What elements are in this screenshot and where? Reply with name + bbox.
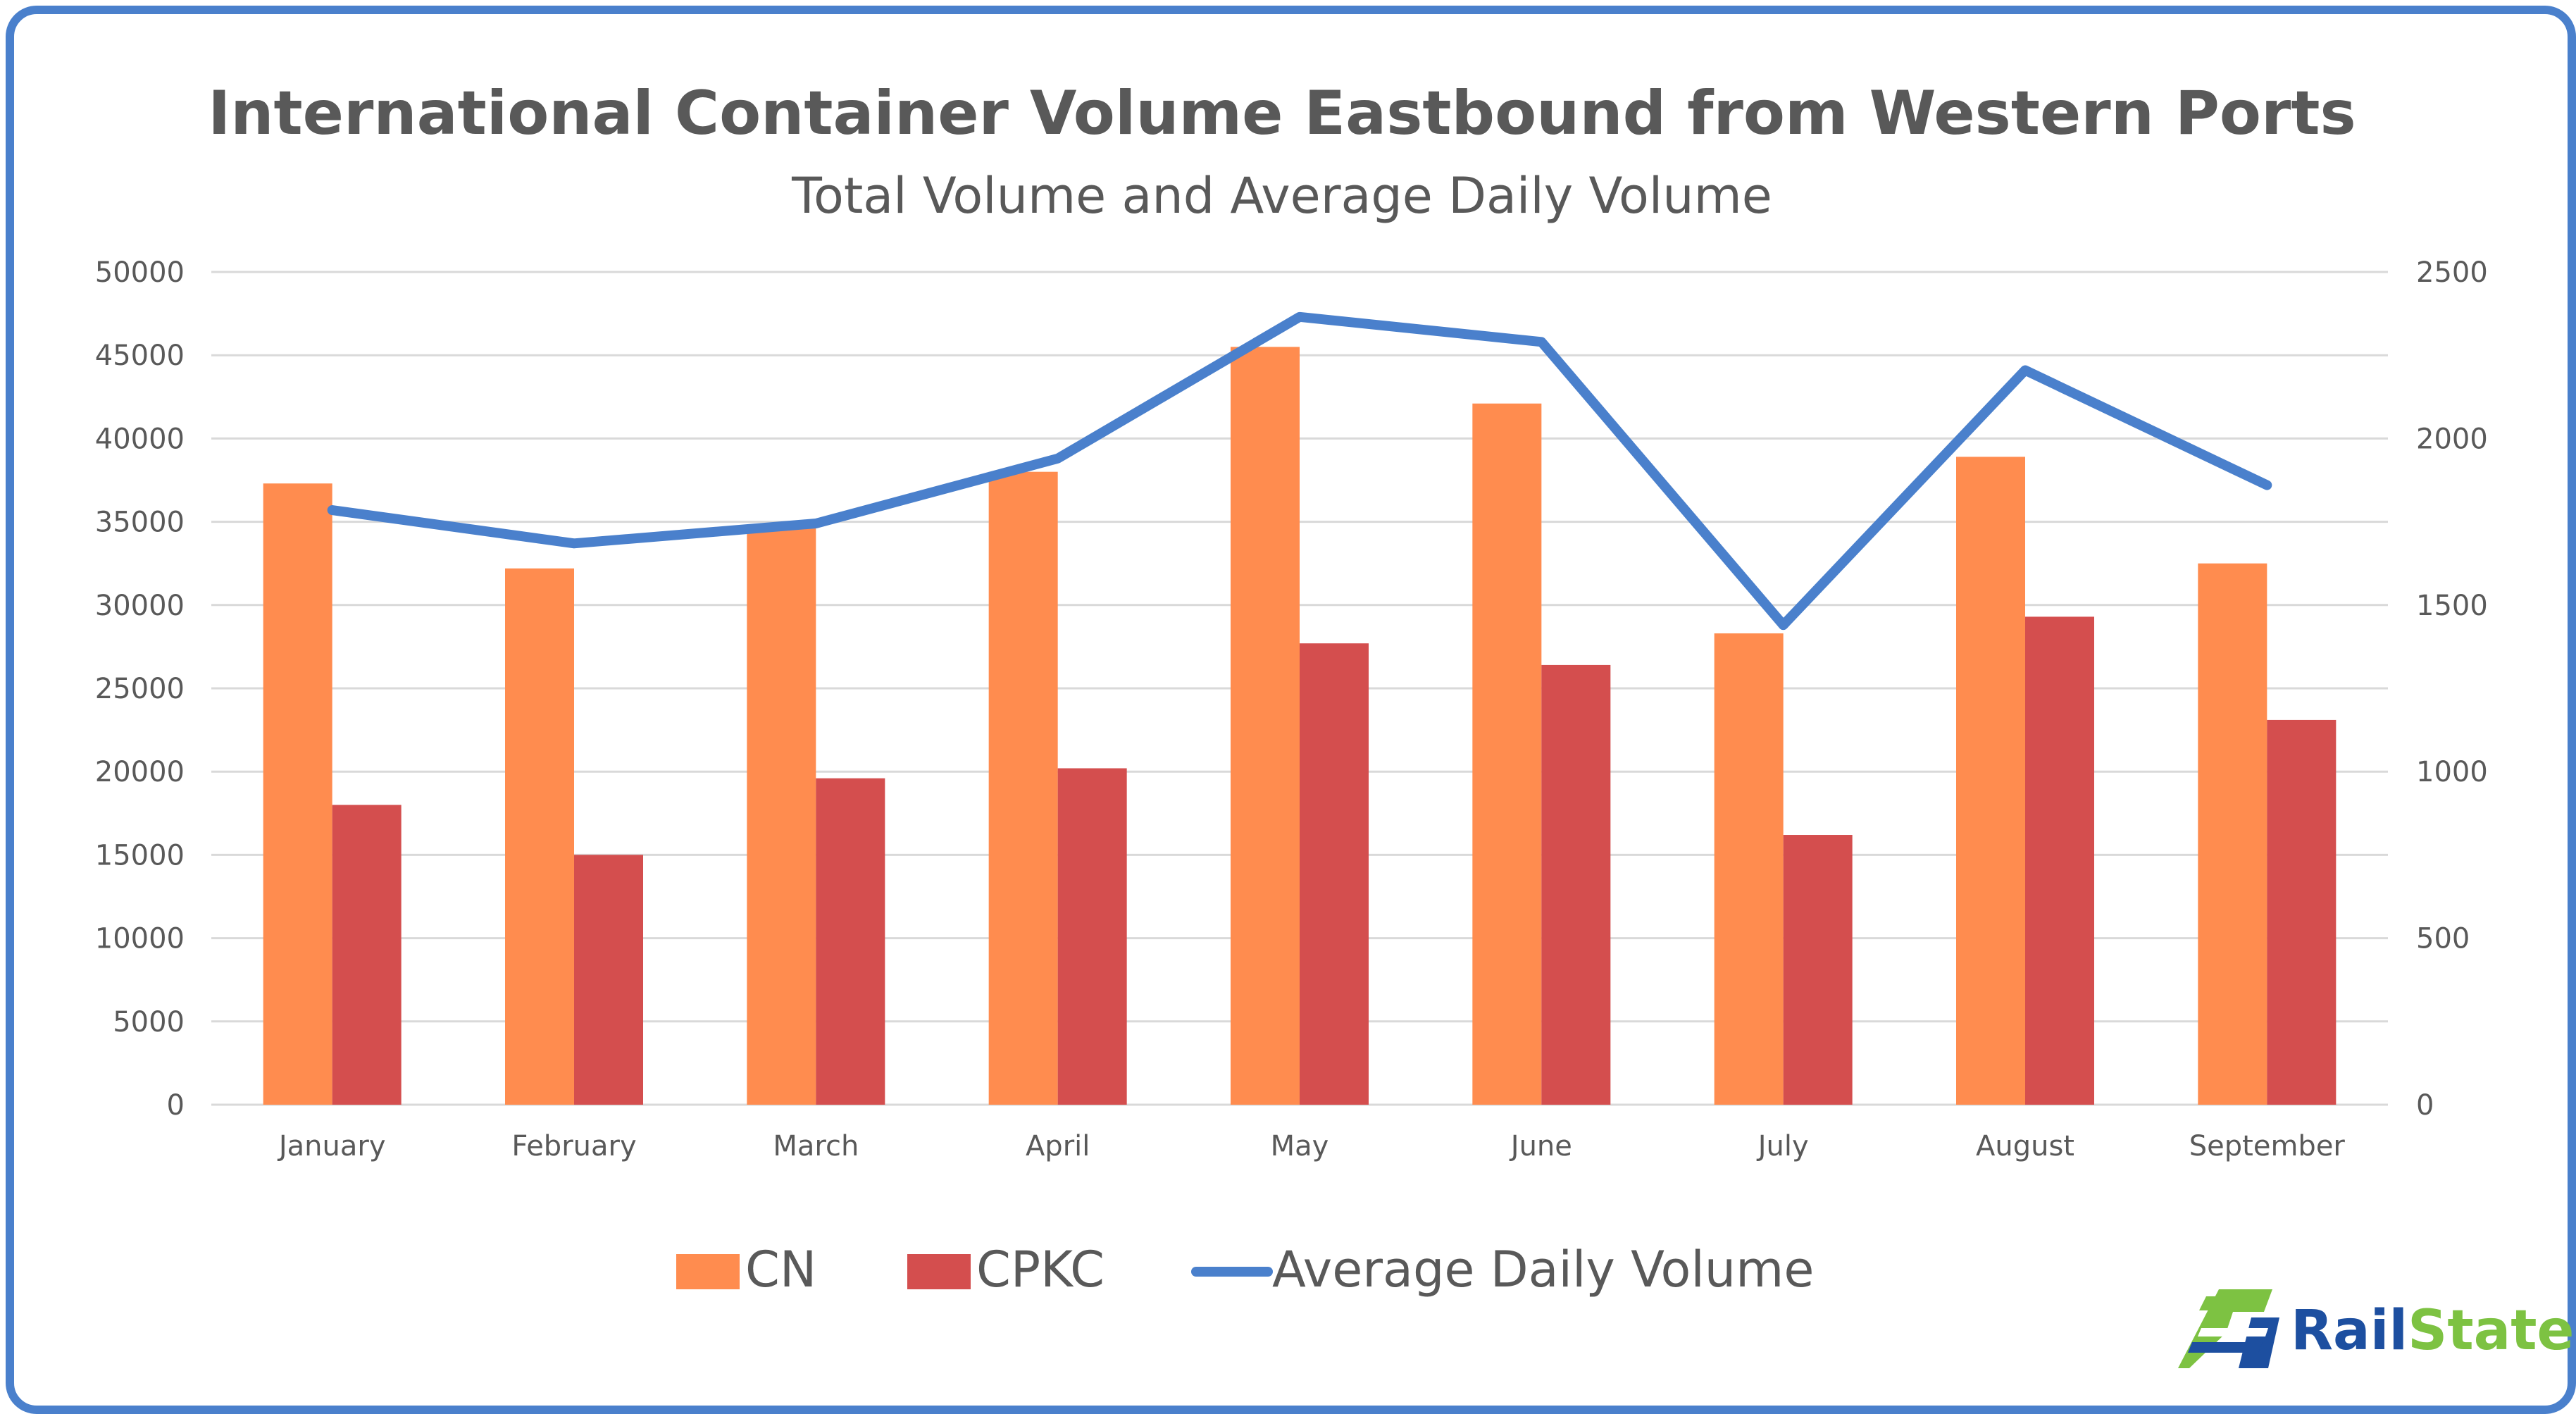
bar-cpkc-may [1300,643,1369,1105]
bar-cpkc-july [1783,835,1853,1105]
bar-cn-april [988,471,1058,1105]
y-left-tick-label: 10000 [95,923,185,955]
y-left-tick-label: 40000 [95,423,185,455]
legend-swatch-cn [676,1254,740,1289]
y-right-tick-label: 1000 [2416,756,2488,788]
bar-cn-september [2198,563,2267,1105]
x-tick-label: February [511,1130,636,1162]
y-left-tick-label: 35000 [95,507,185,539]
x-axis-labels: January February March April May June July Augu… [277,1130,2346,1162]
y-right-tick-label: 500 [2416,923,2470,955]
railstate-logo: RailState [2178,1289,2574,1368]
y-left-tick-label: 5000 [113,1006,185,1038]
bar-cn-february [505,568,574,1105]
bar-cn-may [1231,347,1300,1105]
y-left-tick-label: 0 [167,1089,185,1122]
bar-cpkc-january [332,805,402,1105]
y-right-tick-label: 0 [2416,1089,2434,1122]
x-tick-label: April [1026,1130,1090,1162]
bars [263,347,2337,1105]
railstate-logo-wordmark: RailState [2291,1299,2574,1363]
line-average-daily-volume [327,311,2272,631]
x-tick-label: June [1509,1130,1572,1162]
y-left-tick-label: 25000 [95,673,185,705]
chart-title: International Container Volume Eastbound… [208,78,2356,149]
left-axis-ticks: 0 5000 10000 15000 20000 25000 30000 35000 40000… [95,256,185,1122]
legend-label-average-daily-volume: Average Daily Volume [1272,1241,1814,1298]
y-left-tick-label: 15000 [95,839,185,872]
legend: CN CPKC Average Daily Volume [676,1241,1814,1298]
bar-cpkc-august [2025,616,2094,1105]
bar-cpkc-june [1541,664,1611,1105]
y-right-tick-label: 2500 [2416,256,2488,289]
bar-cpkc-february [574,855,643,1105]
x-tick-label: March [773,1130,859,1162]
bar-cpkc-september [2267,719,2337,1105]
x-tick-label: September [2189,1130,2346,1162]
bar-cn-january [263,483,332,1105]
railstate-logo-icon [2178,1289,2279,1368]
y-left-tick-label: 45000 [95,340,185,372]
y-left-tick-label: 50000 [95,256,185,289]
line-series [327,311,2272,631]
bar-cn-july [1714,633,1784,1105]
chart-subtitle: Total Volume and Average Daily Volume [791,167,1772,225]
x-tick-label: July [1756,1130,1809,1162]
bar-cn-june [1472,403,1542,1105]
x-tick-label: May [1271,1130,1329,1162]
y-right-tick-label: 1500 [2416,590,2488,622]
y-left-tick-label: 30000 [95,590,185,622]
legend-swatch-cpkc [907,1254,971,1289]
legend-label-cn: CN [745,1241,816,1298]
x-tick-label: January [277,1130,386,1162]
bar-cn-august [1956,457,2025,1105]
bar-cpkc-march [816,778,885,1105]
y-left-tick-label: 20000 [95,756,185,788]
x-tick-label: August [1976,1130,2074,1162]
legend-label-cpkc: CPKC [976,1241,1105,1298]
right-axis-ticks: 0 500 1000 1500 2000 2500 [2416,256,2488,1122]
y-right-tick-label: 2000 [2416,423,2488,455]
bar-cn-march [747,528,816,1105]
bar-cpkc-april [1057,768,1127,1105]
